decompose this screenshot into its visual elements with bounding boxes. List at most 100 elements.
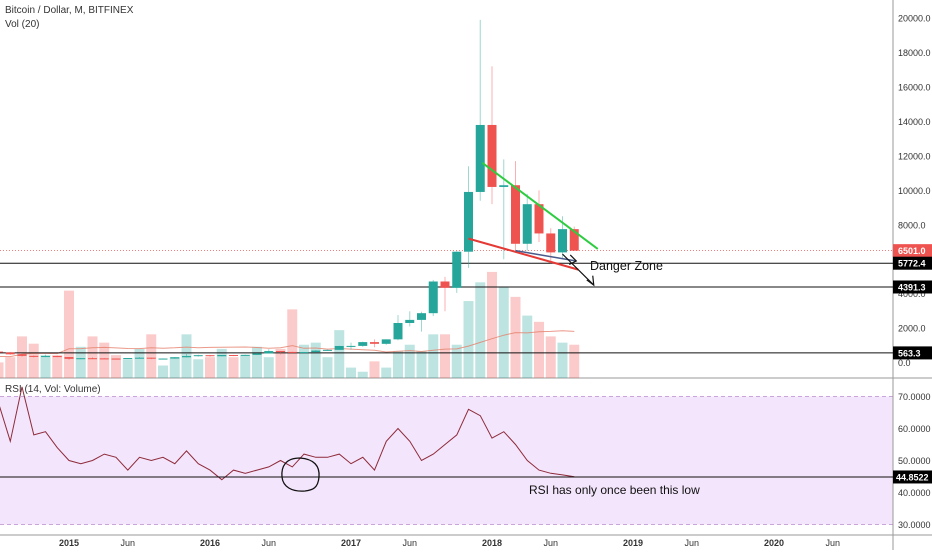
candle-body: [17, 354, 27, 356]
rsi-tick-label: 60.0000: [898, 424, 931, 434]
volume-bar: [287, 309, 298, 378]
volume-bar: [393, 350, 403, 378]
volume-bar: [381, 367, 392, 378]
wedge-top-line: [481, 162, 599, 250]
breakdown-arrow-head: [586, 275, 595, 287]
volume-bar: [440, 334, 450, 378]
rsi-note-label: RSI has only once been this low: [529, 483, 700, 497]
volume-bar: [310, 342, 321, 378]
candle-body: [511, 185, 520, 244]
candle-body: [135, 357, 144, 359]
time-tick-label: Jun: [684, 538, 699, 548]
wedge-bottom-line: [468, 237, 579, 271]
price-tick-label: 0.0: [898, 358, 911, 368]
volume-bar: [240, 355, 251, 378]
time-tick-label: 2019: [623, 538, 643, 548]
candle-body: [417, 313, 426, 320]
candle-body: [52, 356, 62, 358]
volume-bar: [275, 348, 286, 378]
volume-bar: [205, 357, 215, 378]
volume-bar: [87, 336, 98, 378]
volume-bar: [487, 271, 497, 378]
candle-body: [475, 124, 485, 192]
volume-bar: [451, 344, 462, 378]
candle-body: [311, 350, 321, 353]
volume-bar: [557, 342, 568, 378]
candle-body: [334, 345, 344, 350]
volume-bar: [99, 342, 110, 378]
volume-bar: [263, 357, 274, 378]
price-tick-label: 8000.0: [898, 220, 926, 230]
price-tick-label: 16000.0: [898, 83, 931, 93]
volume-bar: [357, 371, 368, 378]
rsi-band: [0, 396, 893, 525]
volume-legend: Vol (20): [5, 19, 40, 30]
price-label-text: 563.3: [898, 348, 921, 358]
volume-bar: [569, 344, 580, 378]
volume-bar: [545, 336, 556, 378]
volume-bar: [134, 348, 145, 378]
candle-body: [205, 355, 215, 357]
price-label-text: 4391.3: [898, 282, 926, 292]
annotations: Danger Zone RSI has only once been this l…: [281, 162, 700, 497]
candle-body: [428, 281, 438, 314]
price-tick-label: 4000.0: [898, 289, 926, 299]
candle-body: [452, 251, 462, 288]
candle-body: [534, 204, 544, 234]
price-tick-label: 14000.0: [898, 117, 931, 127]
price-tick-label: 2000.0: [898, 324, 926, 334]
price-label-box: [893, 280, 932, 294]
rsi-label-box: [893, 470, 932, 484]
volume-bar: [534, 321, 544, 378]
candle-body: [193, 355, 203, 357]
volume-bar: [146, 334, 157, 378]
price-label-text: 6501.0: [898, 246, 926, 256]
rsi-legend: RSI (14, Vol: Volume): [5, 384, 101, 395]
volume-bar: [369, 361, 380, 378]
volume-bar: [169, 357, 180, 378]
candle-body: [287, 351, 297, 353]
volume-bar: [510, 296, 521, 378]
danger-zone-label: Danger Zone: [590, 259, 663, 273]
rsi-line: [0, 386, 575, 481]
volume-bar: [64, 290, 74, 378]
price-tick-label: 12000.0: [898, 151, 931, 161]
volume-bar: [475, 282, 486, 378]
candles: [0, 19, 579, 360]
candle-body: [558, 229, 567, 253]
volume-bar: [428, 334, 439, 378]
candle-body: [76, 358, 86, 360]
price-label-box: [893, 346, 932, 360]
rsi-tick-label: 50.0000: [898, 456, 931, 466]
volume-bar: [228, 357, 239, 378]
volume-bar: [40, 355, 51, 378]
candle-body: [217, 355, 227, 357]
candle-body: [405, 319, 415, 323]
candle-body: [264, 351, 274, 354]
time-tick-label: Jun: [120, 538, 135, 548]
candle-body: [41, 356, 50, 358]
axes: 0.02000.04000.06000.08000.010000.012000.…: [59, 14, 932, 548]
volume-bar: [299, 344, 309, 378]
price-tick-label: 18000.0: [898, 48, 931, 58]
candle-body: [229, 355, 238, 357]
rsi-tick-label: 70.0000: [898, 392, 931, 402]
volume-bar: [17, 336, 27, 378]
candle-body: [240, 354, 250, 356]
candle-body: [88, 358, 97, 360]
volume-bar: [498, 286, 509, 378]
candle-body: [393, 322, 403, 340]
time-tick-label: Jun: [261, 538, 276, 548]
time-tick-label: Jun: [543, 538, 558, 548]
volume-bar: [404, 344, 415, 378]
time-tick-label: 2017: [341, 538, 361, 548]
volume-bar: [28, 343, 39, 378]
candle-body: [499, 185, 509, 187]
candle-body: [182, 356, 191, 358]
volume-bar: [463, 301, 474, 378]
time-tick-label: Jun: [402, 538, 417, 548]
candle-body: [29, 355, 39, 357]
